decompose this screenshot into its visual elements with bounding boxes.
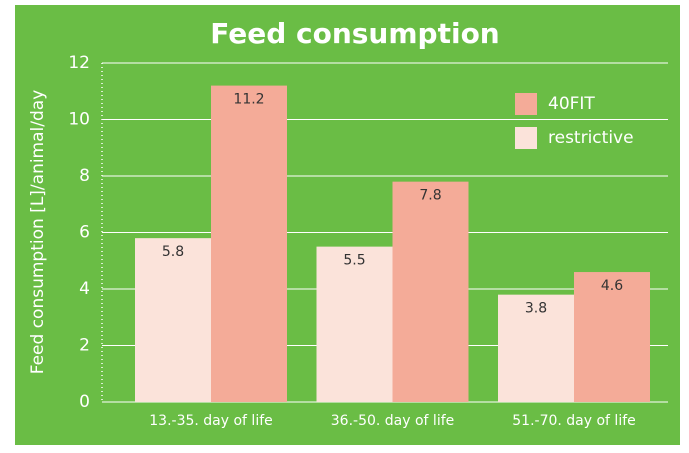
y-tick-label: 2 (79, 336, 90, 356)
value-label: 7.8 (419, 188, 441, 204)
x-tick-label: 13.-35. day of life (149, 413, 273, 429)
y-tick-label: 0 (79, 392, 90, 412)
bar (392, 181, 469, 402)
value-label: 5.5 (343, 253, 365, 269)
x-tick-label: 36.-50. day of life (331, 413, 455, 429)
chart-title: Feed consumption (210, 17, 500, 50)
y-tick-label: 4 (79, 279, 90, 299)
y-tick-label: 6 (79, 223, 90, 243)
y-axis-label: Feed consumption [L]/animal/day (28, 90, 48, 375)
bar (498, 294, 574, 402)
legend-label: restrictive (548, 128, 634, 148)
bar (574, 272, 650, 402)
value-label: 11.2 (233, 92, 264, 108)
y-tick-label: 12 (68, 53, 90, 73)
y-tick-label: 10 (68, 110, 90, 130)
value-label: 4.6 (601, 278, 623, 294)
x-tick-label: 51.-70. day of life (512, 413, 636, 429)
bar (135, 238, 211, 402)
bar (316, 246, 393, 402)
y-tick-label: 8 (79, 166, 90, 186)
legend-label: 40FIT (548, 94, 595, 114)
legend-swatch (515, 93, 537, 115)
legend-swatch (515, 127, 537, 149)
value-label: 3.8 (525, 301, 547, 317)
value-label: 5.8 (162, 244, 184, 260)
bar (211, 85, 287, 402)
